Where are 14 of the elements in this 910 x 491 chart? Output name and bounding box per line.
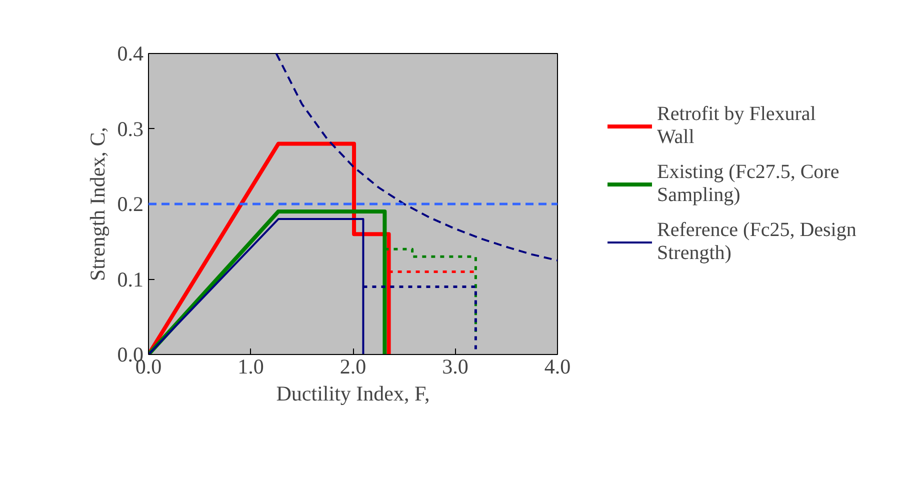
x-tick-label: 2.0 [340,354,366,378]
x-tick-label: 3.0 [442,354,468,378]
y-axis-title: Strength Index, C, [85,127,110,281]
y-tick-label: 0.1 [117,267,144,292]
y-tick-label: 0.4 [117,42,144,66]
x-tick-label: 4.0 [544,354,571,378]
line-series [275,54,558,262]
legend-label: Existing (Fc27.5, Core Sampling) [657,161,840,207]
x-tick-label: 1.0 [238,354,264,378]
legend-label: Retrofit by Flexural Wall [657,103,816,149]
x-axis-title: Ductility Index, F, [276,382,430,406]
y-tick-label: 0.3 [117,116,144,141]
y-tick-label: 0.2 [117,192,144,216]
legend-label: Reference (Fc25, Design Strength) [657,219,856,265]
